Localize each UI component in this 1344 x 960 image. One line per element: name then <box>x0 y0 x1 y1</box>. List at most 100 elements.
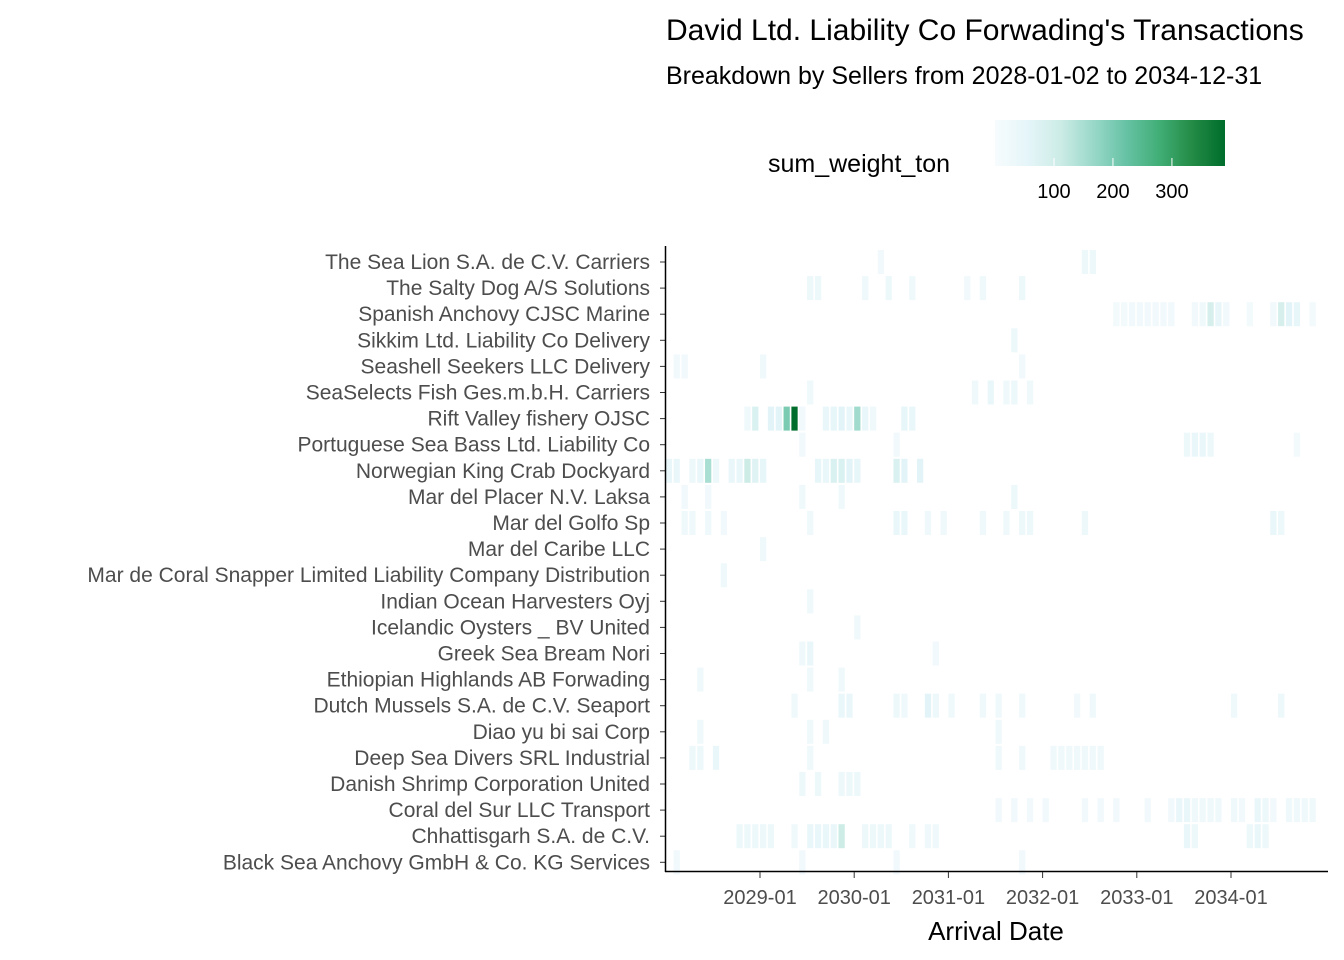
heatmap-cell <box>673 458 680 483</box>
heatmap-cell <box>893 511 900 535</box>
heatmap-cell <box>697 745 704 770</box>
heatmap-cell <box>1081 511 1089 535</box>
heatmap-cell <box>791 693 798 718</box>
heatmap-cell <box>760 458 767 483</box>
heatmap-cell <box>924 824 932 849</box>
heatmap-cell <box>1066 745 1073 770</box>
y-tick-label: Mar de Coral Snapper Limited Liability C… <box>87 564 650 587</box>
heatmap-cell <box>893 693 900 718</box>
heatmap-cell <box>1285 798 1293 823</box>
heatmap-cell <box>814 458 822 483</box>
heatmap-cell <box>1136 302 1144 327</box>
heatmap-cell <box>673 354 680 379</box>
heatmap-cell <box>846 458 853 483</box>
y-tick-label: Icelandic Oysters _ BV United <box>371 616 650 639</box>
heatmap-cell <box>807 745 814 770</box>
y-tick-label: Rift Valley fishery OJSC <box>428 408 651 431</box>
heatmap-cell <box>869 406 877 431</box>
heatmap-cell <box>767 824 775 849</box>
heatmap-cell <box>830 406 837 431</box>
heatmap-cell <box>1097 745 1104 770</box>
heatmap-cell <box>838 693 845 718</box>
heatmap-cell <box>846 406 853 431</box>
heatmap-cell <box>1128 302 1136 327</box>
heatmap-cell <box>1191 798 1198 823</box>
heatmap-cell <box>1254 824 1261 849</box>
heatmap-cell <box>1199 432 1206 457</box>
heatmap-cell <box>909 276 916 301</box>
heatmap-cell <box>1246 824 1253 849</box>
heatmap-cell <box>814 824 822 849</box>
heatmap-cell <box>807 719 814 744</box>
heatmap-cell <box>838 458 845 483</box>
heatmap-cell <box>838 667 845 692</box>
heatmap-cell <box>1238 798 1246 823</box>
heatmap-cell <box>689 458 696 483</box>
heatmap-cell <box>1223 302 1230 327</box>
heatmap-cell <box>1262 798 1269 823</box>
heatmap-cell <box>1207 432 1214 457</box>
heatmap-cell <box>854 772 861 796</box>
heatmap-cell <box>838 484 845 509</box>
heatmap-cell <box>1081 250 1089 274</box>
heatmap-cell <box>995 719 1002 744</box>
heatmap-cell <box>1191 302 1198 327</box>
chart-subtitle: Breakdown by Sellers from 2028-01-02 to … <box>666 62 1262 90</box>
heatmap-cell <box>901 458 908 483</box>
x-tick-label: 2031-01 <box>912 887 985 909</box>
heatmap-cell <box>846 772 853 796</box>
heatmap-cell <box>1191 432 1198 457</box>
heatmap-cell <box>807 589 814 614</box>
y-tick-label: Portuguese Sea Bass Ltd. Liability Co <box>297 434 650 457</box>
heatmap-cell <box>830 824 837 849</box>
heatmap-cell <box>807 380 814 405</box>
y-tick-label: The Sea Lion S.A. de C.V. Carriers <box>325 251 650 274</box>
heatmap-cell <box>1019 511 1026 535</box>
heatmap-cell <box>760 354 767 379</box>
heatmap-cell <box>1042 798 1049 823</box>
heatmap-cell <box>862 824 869 849</box>
heatmap-cell <box>665 458 673 483</box>
heatmap-cell <box>1026 380 1034 405</box>
heatmap-cell <box>1144 798 1151 823</box>
heatmap-cell <box>862 406 869 431</box>
heatmap-cell <box>1097 798 1104 823</box>
heatmap-cell <box>1176 798 1183 823</box>
heatmap-cell <box>760 824 767 849</box>
y-tick-label: Black Sea Anchovy GmbH & Co. KG Services <box>223 851 650 874</box>
heatmap-cell <box>1121 302 1128 327</box>
heatmap-cell <box>752 458 759 483</box>
legend-ticks: 100 200 300 <box>1037 158 1189 203</box>
heatmap-cell <box>901 511 908 535</box>
heatmap-cell <box>1183 798 1191 823</box>
heatmap-cell <box>1285 302 1293 327</box>
heatmap-cell <box>854 406 861 431</box>
heatmap-cell <box>1301 798 1308 823</box>
heatmap-cell <box>1019 745 1026 770</box>
heatmap-cell <box>1011 380 1018 405</box>
heatmap-cell <box>1293 302 1301 327</box>
heatmap-cell <box>791 824 798 849</box>
heatmap-cell <box>1309 302 1316 327</box>
heatmap-cell <box>799 432 806 457</box>
heatmap-cell <box>940 511 947 535</box>
heatmap-cell <box>705 458 712 483</box>
heatmap-cell <box>964 276 971 301</box>
heatmap-cell <box>893 458 900 483</box>
heatmap-cell <box>1270 302 1277 327</box>
heatmap-cell <box>909 824 916 849</box>
heatmap-cell <box>1207 798 1214 823</box>
heatmap-cell <box>712 458 720 483</box>
color-legend: sum_weight_ton 100 200 300 <box>768 120 1225 203</box>
heatmap-cell <box>822 824 830 849</box>
heatmap-cell <box>971 380 979 405</box>
heatmap-cell <box>932 824 939 849</box>
heatmap-cell <box>822 458 830 483</box>
x-axis-ticks: 2029-01 2030-01 2031-01 2032-01 2033-01 2034-… <box>723 872 1268 909</box>
heatmap-cell <box>877 824 884 849</box>
heatmap-cell <box>799 850 806 875</box>
heatmap-cell <box>979 276 987 301</box>
heatmap-cell <box>1026 511 1034 535</box>
legend-tick-label: 100 <box>1037 181 1070 203</box>
heatmap-cell <box>752 406 759 431</box>
